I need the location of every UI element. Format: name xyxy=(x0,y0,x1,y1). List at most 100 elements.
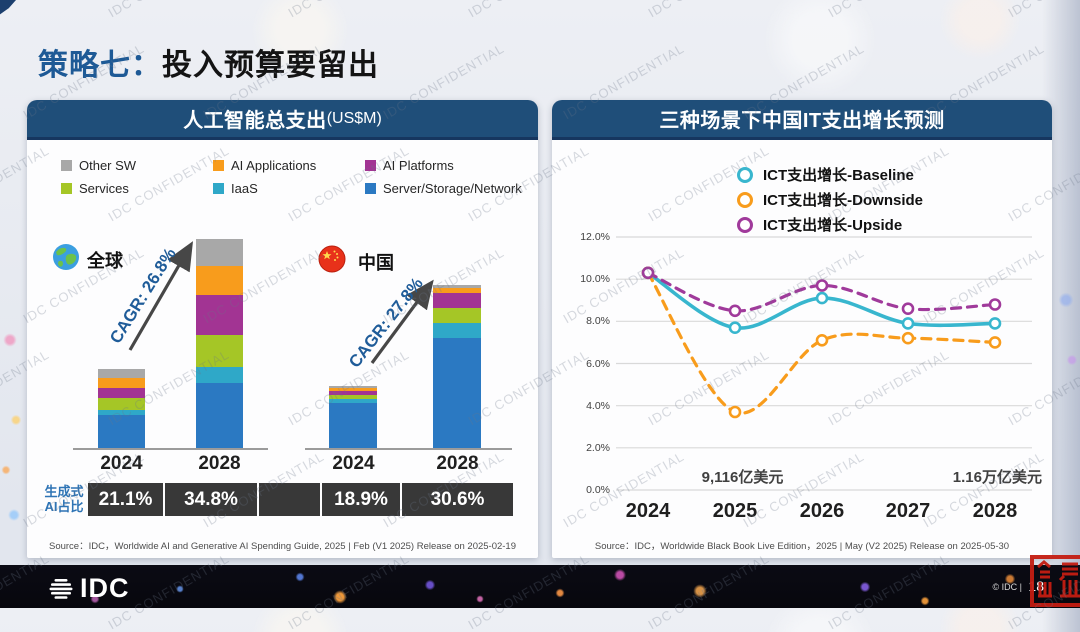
legend-swatch xyxy=(213,160,224,171)
forecast-title: 三种场景下中国IT支出增长预测 xyxy=(659,110,945,132)
footer-bar: IDC © IDC | 18 xyxy=(0,555,1080,608)
page-title: 策略七：投入预算要留出 xyxy=(38,40,379,84)
bar-segment xyxy=(329,395,377,399)
group-label-china: 中国 xyxy=(358,253,394,273)
legend-label: AI Platforms xyxy=(383,158,454,173)
legend-label: ICT支出增长-Baseline xyxy=(763,167,914,184)
bar-segment xyxy=(329,388,377,391)
footer-copyright: © IDC | xyxy=(992,582,1022,592)
bar-segment xyxy=(98,369,145,378)
confidential-watermark-text: IDC CONFIDENTIAL xyxy=(465,0,591,20)
bar-segment xyxy=(98,388,145,398)
annotation-2028-value: 1.16万亿美元 xyxy=(952,469,1042,486)
group-label-global: 全球 xyxy=(87,251,123,271)
stacked-bar-2024 xyxy=(329,386,377,449)
gen-ai-share-cell: 21.1% xyxy=(88,483,163,516)
stacked-bar-2028 xyxy=(196,239,243,449)
globe-icon xyxy=(53,244,79,270)
bar-segment xyxy=(433,323,481,338)
left-source-note: Source：IDC，Worldwide AI and Generative A… xyxy=(48,541,517,552)
confidential-watermark-text: IDC CONFIDENTIAL xyxy=(105,0,231,20)
legend-item: Other SW xyxy=(61,158,136,173)
legend-marker xyxy=(737,191,753,208)
legend-label: AI Applications xyxy=(231,158,317,173)
legend-swatch xyxy=(365,160,376,171)
bar-segment xyxy=(196,335,243,367)
xlabel-china-2024: 2024 xyxy=(332,453,375,474)
legend-swatch xyxy=(213,183,224,194)
confidential-watermark-text: IDC CONFIDENTIAL xyxy=(825,0,951,20)
bar-segment xyxy=(196,295,243,335)
x-tick-label: 2027 xyxy=(885,500,931,522)
bar-segment xyxy=(329,403,377,449)
stacked-bar-2028 xyxy=(433,285,481,449)
gen-ai-share-cell: 18.9% xyxy=(322,483,400,516)
y-tick-label: 8.0% xyxy=(586,315,610,328)
y-tick-label: 6.0% xyxy=(586,357,610,370)
bar-segment xyxy=(98,410,145,415)
it-spending-forecast-panel: 三种场景下中国IT支出增长预测 ICT支出增长-Baseline ICT支出增长-… xyxy=(552,100,1052,558)
gen-ai-share-row: 生成式 AI占比 21.1% 34.8% 18.9% 30.6% xyxy=(41,483,513,516)
ai-spending-title: 人工智能总支出 xyxy=(183,110,327,132)
gen-ai-share-cell: 34.8% xyxy=(165,483,257,516)
x-tick-label: 2026 xyxy=(799,500,845,522)
legend-item: ICT支出增长-Downside xyxy=(737,187,923,212)
legend-item: AI Platforms xyxy=(365,158,454,173)
y-tick-label: 4.0% xyxy=(586,399,610,412)
ai-spending-panel: 人工智能总支出 (US$M) Other SW AI Applications AI… xyxy=(27,100,538,558)
legend-swatch xyxy=(61,183,72,194)
y-tick-label: 0.0% xyxy=(586,484,610,496)
legend-item: IaaS xyxy=(213,181,258,196)
bar-segment xyxy=(196,383,243,449)
confidential-watermark-text: IDC CONFIDENTIAL xyxy=(1005,0,1080,20)
forecast-panel-header: 三种场景下中国IT支出增长预测 xyxy=(552,100,1052,140)
bar-segment xyxy=(433,338,481,449)
idc-logo-text: IDC xyxy=(80,573,130,603)
ai-spending-title-unit: (US$M) xyxy=(326,109,382,127)
bar-segment xyxy=(98,378,145,388)
gen-ai-share-cell-empty xyxy=(259,483,320,516)
xlabel-global-2024: 2024 xyxy=(100,453,143,474)
legend-item: ICT支出增长-Baseline xyxy=(737,162,923,187)
bar-segment xyxy=(329,386,377,388)
bar-segment xyxy=(433,288,481,293)
bar-segment xyxy=(433,293,481,308)
legend-label: Services xyxy=(79,181,129,196)
x-axis-global xyxy=(73,448,268,450)
legend-item: ICT支出增长-Upside xyxy=(737,212,923,237)
bar-segment xyxy=(98,398,145,410)
legend-marker xyxy=(737,166,753,183)
legend-label: Other SW xyxy=(79,158,137,173)
line-chart-legend: ICT支出增长-Baseline ICT支出增长-Downside ICT支出增长-… xyxy=(737,162,923,237)
xlabel-global-2028: 2028 xyxy=(198,453,241,474)
x-tick-label: 2024 xyxy=(625,500,671,522)
page-title-main: 投入预算要留出 xyxy=(162,49,379,82)
cagr-china-label: CAGR: 27.8% xyxy=(344,274,427,372)
idc-logo: IDC xyxy=(48,573,130,604)
page-title-prefix: 策略七： xyxy=(38,49,162,82)
x-tick-label: 2028 xyxy=(972,500,1018,522)
bar-segment xyxy=(196,266,243,295)
bar-segment xyxy=(329,399,377,403)
gen-ai-share-label: 生成式 AI占比 xyxy=(44,483,84,514)
legend-item: Server/Storage/Network xyxy=(365,181,522,196)
idc-globe-icon xyxy=(49,578,73,599)
bar-segment xyxy=(433,308,481,323)
legend-marker xyxy=(737,216,753,233)
corner-logo-fragment xyxy=(0,0,16,15)
legend-item: Services xyxy=(61,181,129,196)
confidential-watermark-text: IDC CONFIDENTIAL xyxy=(645,0,771,20)
legend-swatch xyxy=(365,183,376,194)
legend-label: Server/Storage/Network xyxy=(383,181,522,196)
y-tick-label: 12.0% xyxy=(580,231,610,243)
xlabel-china-2028: 2028 xyxy=(436,453,479,474)
right-source-note: Source：IDC，Worldwide Black Book Live Edi… xyxy=(594,541,1010,552)
x-tick-label: 2025 xyxy=(712,500,758,522)
legend-label: ICT支出增长-Downside xyxy=(763,192,923,209)
legend-swatch xyxy=(61,160,72,171)
bar-segment xyxy=(433,285,481,288)
ai-spending-panel-header: 人工智能总支出 (US$M) xyxy=(27,100,538,140)
bar-segment xyxy=(196,239,243,266)
red-seal-watermark xyxy=(1030,555,1080,607)
annotation-2025-value: 9,116亿美元 xyxy=(701,469,784,486)
